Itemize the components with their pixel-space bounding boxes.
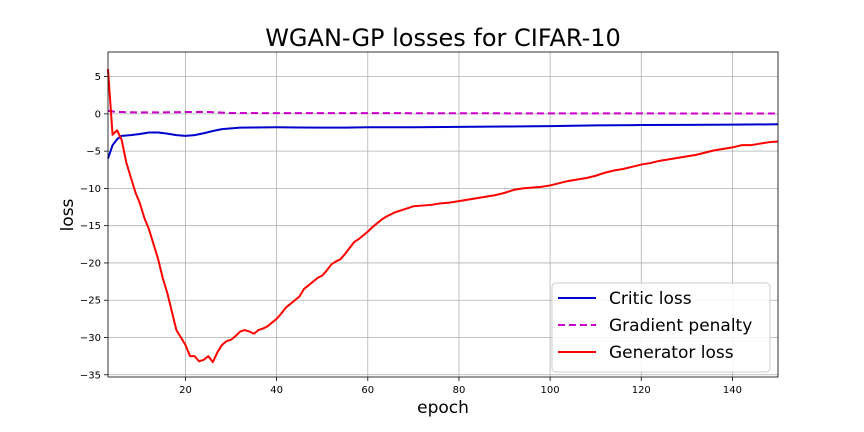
legend-label-critic: Critic loss [609, 289, 692, 309]
gradient-penalty-line [107, 109, 779, 115]
legend-label-generator: Generator loss [609, 343, 734, 363]
critic-loss-line [107, 123, 779, 159]
x-tick-label: 80 [453, 385, 466, 396]
legend-label-gradient-penalty: Gradient penalty [609, 316, 752, 336]
y-tick-label: 5 [95, 72, 101, 83]
y-tick-label: −30 [80, 333, 101, 344]
chart-title: WGAN-GP losses for CIFAR-10 [265, 24, 621, 52]
x-tick-label: 20 [179, 385, 192, 396]
legend: Critic loss Gradient penalty Generator l… [551, 282, 771, 373]
x-tick-label: 60 [361, 385, 374, 396]
y-tick-label: 0 [95, 109, 101, 120]
x-tick-label: 140 [723, 385, 742, 396]
plot-series [107, 69, 779, 364]
y-tick-label: −5 [86, 147, 101, 158]
y-tick-label: −15 [80, 221, 101, 232]
generator-loss-line [107, 69, 779, 364]
y-tick-label: −35 [80, 370, 101, 381]
y-tick-label: −20 [80, 258, 101, 269]
y-tick-label: −10 [80, 184, 101, 195]
x-axis-ticks: 20 40 60 80 100 120 140 [179, 377, 742, 396]
x-tick-label: 40 [270, 385, 283, 396]
y-tick-label: −25 [80, 296, 101, 307]
x-tick-label: 120 [632, 385, 651, 396]
y-axis-ticks: 5 0 −5 −10 −15 −20 −25 −30 −35 [80, 72, 108, 381]
y-axis-label: loss [58, 198, 78, 231]
x-axis-label: epoch [417, 398, 469, 418]
plot-frame [107, 51, 779, 378]
legend-box [551, 282, 771, 373]
x-tick-label: 100 [541, 385, 560, 396]
